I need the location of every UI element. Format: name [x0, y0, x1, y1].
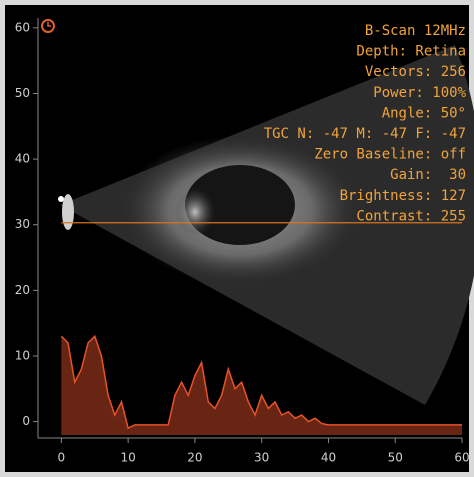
- scan-lens: [175, 188, 215, 236]
- clock-hands: [47, 22, 51, 27]
- x-tick-label: 20: [187, 451, 202, 465]
- scan-parameter: Zero Baseline: off: [314, 147, 466, 163]
- scan-parameter: Power: 100%: [373, 85, 466, 101]
- x-tick-label: 50: [388, 451, 403, 465]
- scan-parameter: Depth: Retina: [356, 44, 466, 60]
- x-tick-label: 60: [454, 451, 469, 465]
- x-tick-label: 30: [254, 451, 269, 465]
- scan-parameter: Vectors: 256: [365, 64, 466, 80]
- scan-parameter: Contrast: 255: [356, 208, 466, 224]
- y-tick-label: 60: [15, 20, 30, 34]
- x-tick-label: 0: [58, 451, 66, 465]
- ascan-line: [60, 334, 462, 430]
- y-tick-label: 50: [15, 86, 30, 100]
- clock-icon[interactable]: [41, 19, 55, 33]
- scan-parameter: Gain: 30: [390, 167, 466, 183]
- scan-parameter: B-Scan 12MHz: [365, 23, 466, 39]
- scan-cavity: [185, 165, 295, 245]
- y-tick-label: 40: [15, 152, 30, 166]
- y-tick-label: 10: [15, 348, 30, 362]
- probe-dot: [58, 196, 64, 202]
- scan-parameter: Brightness: 127: [340, 188, 466, 204]
- scan-cornea: [62, 194, 74, 230]
- scan-parameter: TGC N: -47 M: -47 F: -47: [264, 126, 466, 142]
- scan-parameter: Angle: 50°: [382, 105, 466, 121]
- y-tick-label: 20: [15, 283, 30, 297]
- x-tick-label: 10: [121, 451, 136, 465]
- x-tick-label: 40: [321, 451, 336, 465]
- y-tick-label: 0: [22, 414, 30, 428]
- y-tick-label: 30: [15, 217, 30, 231]
